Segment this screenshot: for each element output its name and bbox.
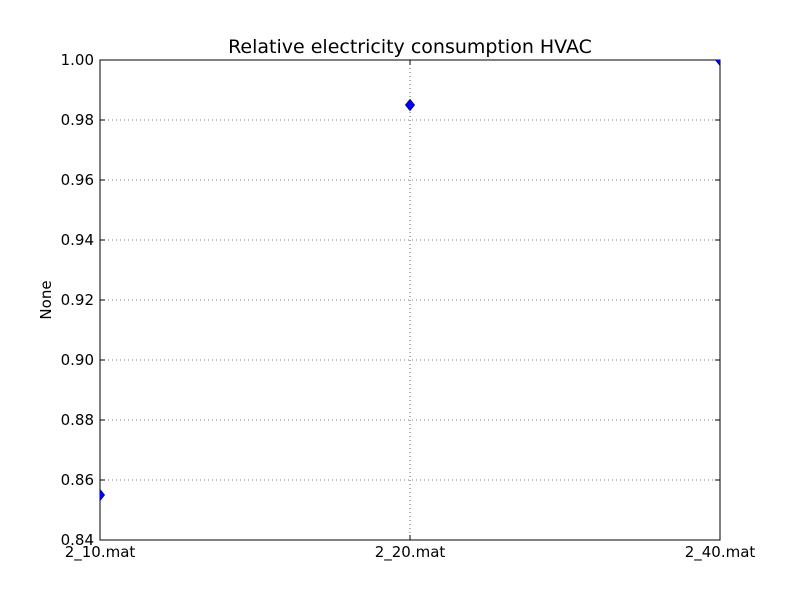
y-tick-label: 0.88 <box>61 411 94 429</box>
y-axis-label: None <box>37 280 55 319</box>
y-axis: 0.84 0.86 0.88 0.90 0.92 0.94 0.96 0.98 1.00 <box>61 51 720 549</box>
chart-title: Relative electricity consumption HVAC <box>228 36 592 58</box>
x-axis: 2_10.mat 2_20.mat 2_40.mat <box>65 60 756 562</box>
y-tick-label: 0.86 <box>61 471 94 489</box>
data-point <box>404 98 416 112</box>
data-points <box>100 60 720 502</box>
x-tick-label: 2_40.mat <box>685 543 756 562</box>
y-tick-label: 0.96 <box>61 171 94 189</box>
data-point <box>100 488 106 502</box>
data-point <box>714 60 720 67</box>
y-tick-label: 0.90 <box>61 351 94 369</box>
x-tick-label: 2_20.mat <box>375 543 446 562</box>
y-tick-label: 0.84 <box>61 531 94 549</box>
y-tick-label: 0.98 <box>61 111 94 129</box>
y-tick-label: 1.00 <box>61 51 94 69</box>
y-tick-label: 0.92 <box>61 291 94 309</box>
x-tick-label: 2_10.mat <box>65 543 136 562</box>
y-tick-label: 0.94 <box>61 231 94 249</box>
